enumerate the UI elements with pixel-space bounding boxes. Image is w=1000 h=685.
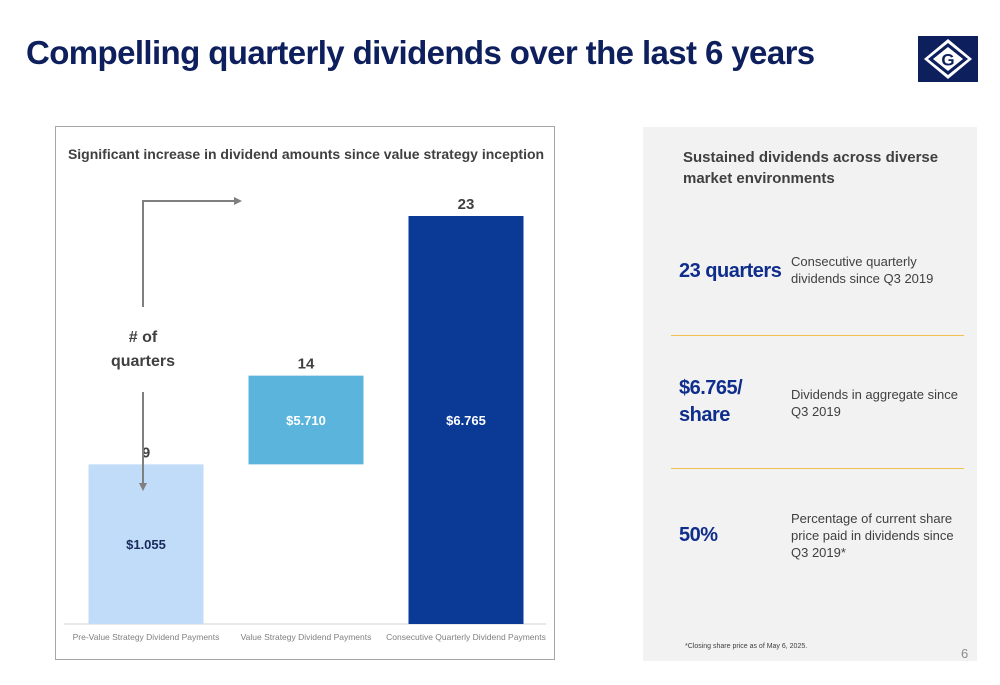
dividend-chart: Significant increase in dividend amounts… xyxy=(64,146,546,642)
stat-value-quarters: 23 quarters xyxy=(679,260,782,282)
g-diamond-logo-icon: G xyxy=(918,36,978,82)
divider xyxy=(671,335,964,336)
category-label: Consecutive Quarterly Dividend Payments xyxy=(386,632,546,642)
bar xyxy=(248,375,364,465)
bar xyxy=(88,464,204,624)
stat-value-percentage: 50% xyxy=(679,524,718,546)
page-title: Compelling quarterly dividends over the … xyxy=(26,34,815,71)
category-label: Pre-Value Strategy Dividend Payments xyxy=(73,632,220,642)
arrow-head-right xyxy=(234,197,242,205)
annotation-label: # of xyxy=(129,329,158,346)
annotation-arrow-up xyxy=(142,200,234,307)
panel-heading: Sustained dividends across diverse marke… xyxy=(683,149,939,187)
footnote: *Closing share price as of May 6, 2025. xyxy=(685,643,808,650)
bar-top-label: 14 xyxy=(298,356,315,373)
bar-top-label: 23 xyxy=(458,196,475,213)
page-number: 6 xyxy=(961,646,969,661)
summary-panel: Sustained dividends across diverse marke… xyxy=(643,127,977,661)
divider xyxy=(671,468,964,469)
logo-letter: G xyxy=(941,51,954,70)
stat-desc-percentage: Percentage of current share price paid i… xyxy=(791,511,954,560)
bar-top-label: 9 xyxy=(142,444,150,461)
bar-value-label: $1.055 xyxy=(126,537,166,552)
stat-desc-quarters: Consecutive quarterly dividends since Q3… xyxy=(791,254,934,286)
bar-value-label: $5.710 xyxy=(286,413,326,428)
chart-container: Significant increase in dividend amounts… xyxy=(55,126,555,660)
annotation-label: quarters xyxy=(111,353,175,370)
bar xyxy=(408,216,524,624)
chart-title: Significant increase in dividend amounts… xyxy=(68,146,544,162)
stat-value-aggregate: $6.765/ share xyxy=(679,377,743,426)
bar-value-label: $6.765 xyxy=(446,413,486,428)
category-label: Value Strategy Dividend Payments xyxy=(241,632,372,642)
arrow-head-down xyxy=(139,483,147,491)
stat-desc-aggregate: Dividends in aggregate since Q3 2019 xyxy=(791,387,958,419)
